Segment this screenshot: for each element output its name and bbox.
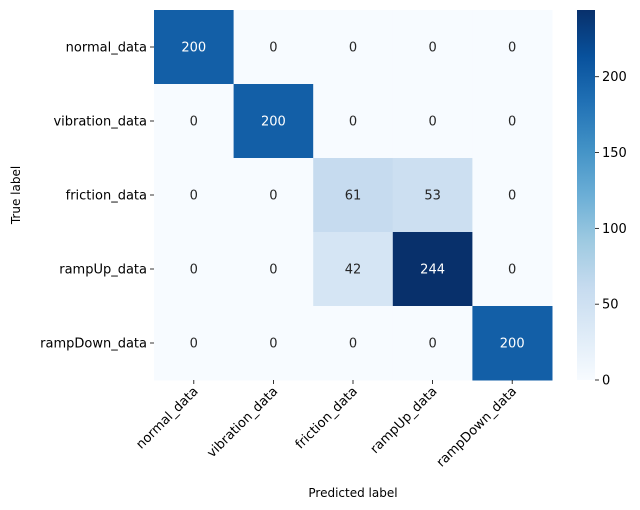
heatmap-cell (233, 306, 314, 381)
cell-value-label: 0 (349, 115, 357, 130)
colorbar-tick-label: 0 (602, 374, 610, 389)
heatmap-cell (154, 306, 235, 381)
heatmap-cell (154, 10, 235, 85)
cell-value-label: 0 (269, 41, 277, 56)
cell-value-label: 0 (349, 337, 357, 352)
heatmap-cell (313, 10, 394, 85)
x-tick-label: vibration_data (204, 384, 281, 461)
heatmap-cell (313, 306, 394, 381)
cell-value-label: 0 (269, 337, 277, 352)
colorbar (577, 10, 595, 380)
heatmap-cell (313, 158, 394, 233)
colorbar-tick-label: 100 (602, 222, 627, 237)
heatmap-cell (392, 306, 473, 381)
cell-value-label: 0 (269, 189, 277, 204)
y-tick-label: vibration_data (53, 115, 147, 130)
cell-value-label: 0 (428, 41, 436, 56)
y-tick-label: rampUp_data (59, 263, 147, 278)
cell-value-label: 0 (190, 115, 198, 130)
y-axis-ticks: normal_data vibration_data friction_datara… (40, 41, 154, 352)
heatmap-cell (472, 84, 553, 159)
heatmap-cell (233, 10, 314, 85)
heatmap-cell (472, 232, 553, 307)
cell-value-label: 0 (269, 263, 277, 278)
heatmap-cell (233, 84, 314, 159)
heatmap-cell (313, 232, 394, 307)
heatmap-cell-labels: 200 0 0 0 0 0 200 0 0 0 0 0 61 53 0 0 0 42 244 0 0 0 0 0 200 (181, 41, 524, 352)
cell-value-label: 0 (508, 41, 516, 56)
cell-value-label: 0 (508, 115, 516, 130)
heatmap-cell (392, 10, 473, 85)
cell-value-label: 0 (190, 337, 198, 352)
heatmap-cell (154, 232, 235, 307)
x-tick-label: friction_data (293, 384, 361, 452)
colorbar-tick-label: 200 (602, 70, 627, 85)
heatmap-cell (233, 158, 314, 233)
colorbar-tick-label: 50 (602, 298, 619, 313)
cell-value-label: 0 (349, 41, 357, 56)
cell-value-label: 200 (500, 337, 525, 352)
cell-value-label: 200 (261, 115, 286, 130)
colorbar-ticks: 0 50 100 150 200 (595, 70, 627, 389)
heatmap-cell (154, 158, 235, 233)
x-tick-label: normal_data (134, 384, 202, 452)
heatmap-cell (392, 158, 473, 233)
heatmap-cell (472, 306, 553, 381)
cell-value-label: 0 (190, 189, 198, 204)
heatmap-cell (472, 158, 553, 233)
x-axis-ticks: normal_data vibration_data friction_data ra… (134, 380, 520, 470)
cell-value-label: 244 (420, 263, 445, 278)
cell-value-label: 0 (190, 263, 198, 278)
cell-value-label: 61 (345, 189, 362, 204)
y-axis-label: True label (9, 166, 23, 225)
y-tick-label: friction_data (66, 189, 147, 204)
x-axis-label: Predicted label (308, 486, 397, 500)
heatmap-cell (392, 84, 473, 159)
heatmap-cell (392, 232, 473, 307)
cell-value-label: 0 (428, 337, 436, 352)
x-tick-label: rampUp_data (368, 384, 441, 457)
cell-value-label: 0 (428, 115, 436, 130)
cell-value-label: 200 (181, 41, 206, 56)
y-tick-label: normal_data (66, 41, 147, 56)
heatmap-cell (154, 84, 235, 159)
heatmap-cell (472, 10, 553, 85)
x-tick-label: rampDown_data (434, 384, 520, 470)
cell-value-label: 0 (508, 189, 516, 204)
cell-value-label: 0 (508, 263, 516, 278)
heatmap-cell (313, 84, 394, 159)
colorbar-tick-label: 150 (602, 146, 627, 161)
cell-value-label: 42 (345, 263, 362, 278)
cell-value-label: 53 (424, 189, 441, 204)
heatmap-cell (233, 232, 314, 307)
y-tick-label: rampDown_data (40, 337, 147, 352)
heatmap-cells (154, 10, 553, 381)
